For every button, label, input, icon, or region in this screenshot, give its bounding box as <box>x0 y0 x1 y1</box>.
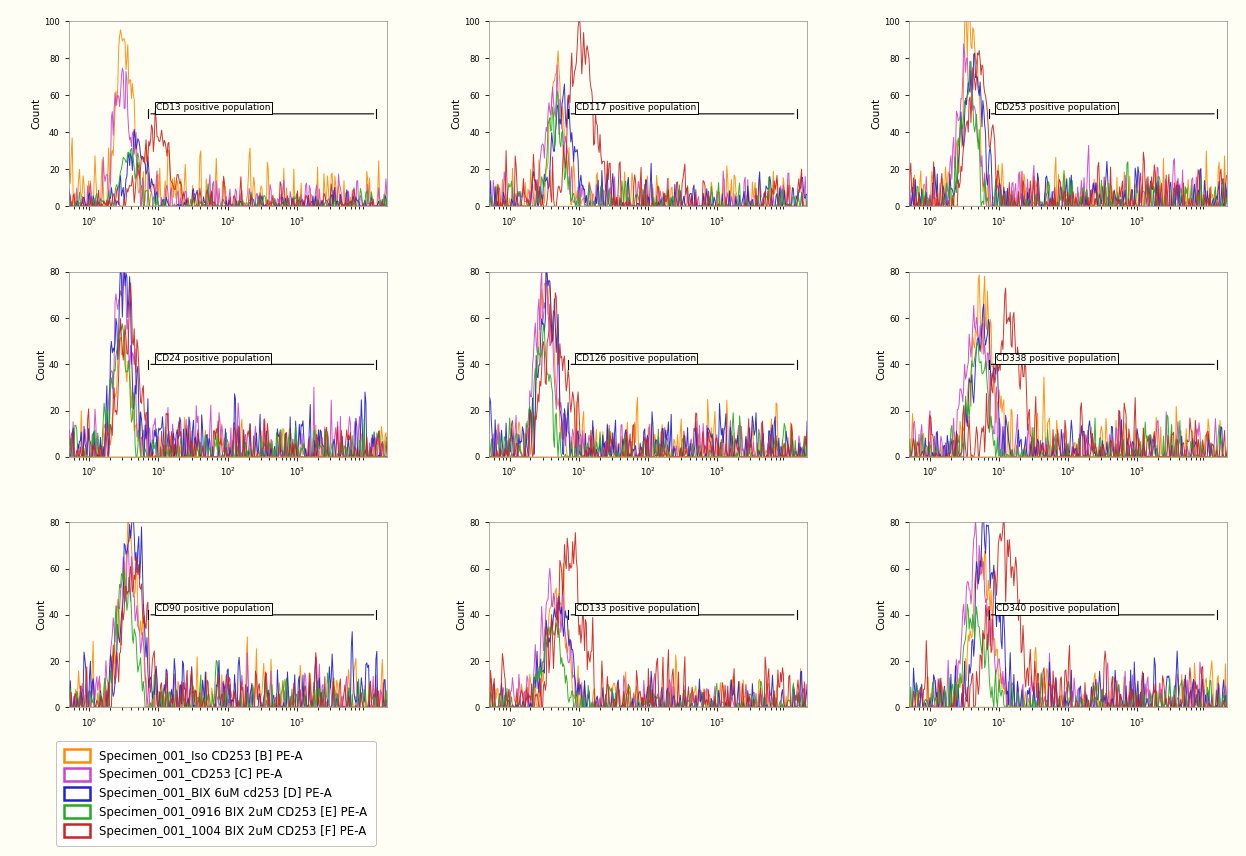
Text: CD24 positive population: CD24 positive population <box>156 354 270 363</box>
Y-axis label: Count: Count <box>456 348 466 380</box>
Y-axis label: Count: Count <box>451 98 461 129</box>
Y-axis label: Count: Count <box>871 98 881 129</box>
Y-axis label: Count: Count <box>31 98 41 129</box>
Legend: Specimen_001_Iso CD253 [B] PE-A, Specimen_001_CD253 [C] PE-A, Specimen_001_BIX 6: Specimen_001_Iso CD253 [B] PE-A, Specime… <box>56 741 376 846</box>
Y-axis label: Count: Count <box>36 599 46 630</box>
Text: CD338 positive population: CD338 positive population <box>997 354 1116 363</box>
Text: CD133 positive population: CD133 positive population <box>576 604 697 614</box>
Y-axis label: Count: Count <box>876 599 887 630</box>
Text: CD126 positive population: CD126 positive population <box>576 354 697 363</box>
Text: CD253 positive population: CD253 positive population <box>997 104 1116 112</box>
Y-axis label: Count: Count <box>456 599 466 630</box>
Y-axis label: Count: Count <box>36 348 46 380</box>
Text: CD90 positive population: CD90 positive population <box>156 604 270 614</box>
Text: CD340 positive population: CD340 positive population <box>997 604 1116 614</box>
Text: CD117 positive population: CD117 positive population <box>576 104 697 112</box>
Y-axis label: Count: Count <box>876 348 887 380</box>
Text: CD13 positive population: CD13 positive population <box>156 104 270 112</box>
